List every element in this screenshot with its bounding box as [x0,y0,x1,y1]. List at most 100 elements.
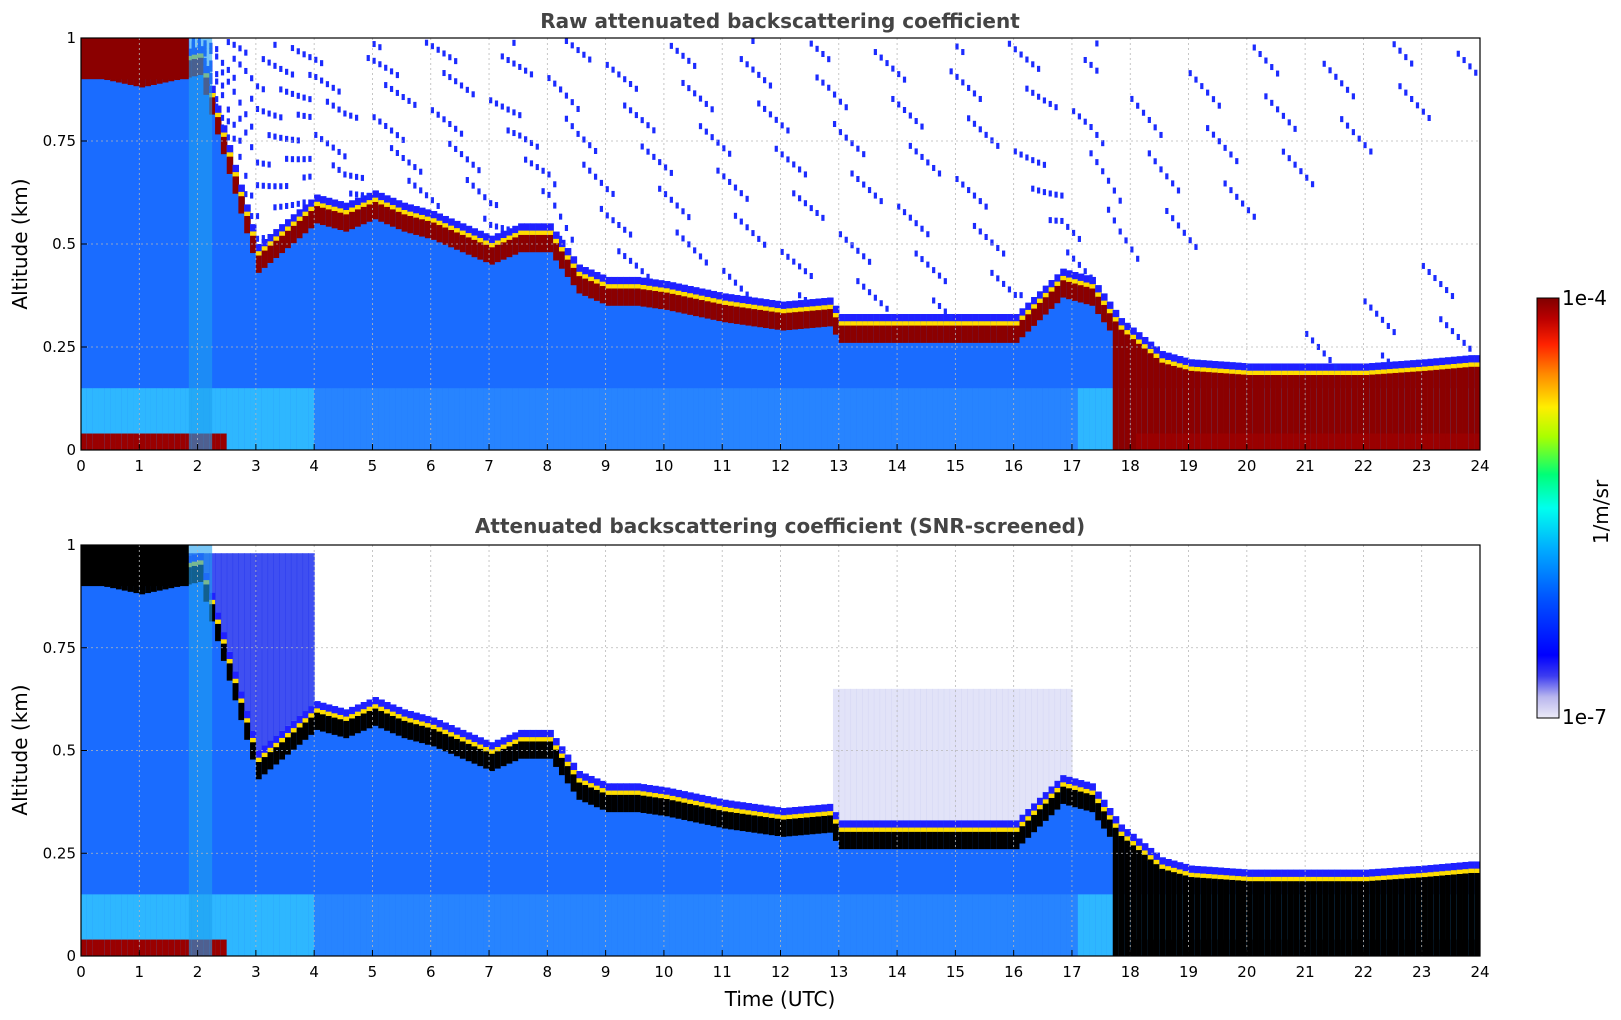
heatmap-cell [733,808,741,815]
heatmap-cell [1019,319,1026,338]
heatmap-cell [1071,785,1079,792]
heatmap-cell [623,288,630,306]
heatmap-cell [763,388,770,450]
heatmap-cell [763,299,770,450]
heatmap-cell [354,704,362,956]
heatmap-cell [967,187,971,194]
heatmap-cell [1054,191,1058,198]
heatmap-cell [1095,40,1099,47]
heatmap-cell [465,233,473,239]
heatmap-cell [319,196,327,205]
heatmap-cell [413,101,417,108]
heatmap-cell [547,894,554,956]
heatmap-cell [564,255,572,262]
heatmap-cell [1136,433,1143,450]
x-tick-label: 18 [1121,457,1140,475]
heatmap-cell [1060,786,1067,804]
heatmap-cell [681,791,688,800]
x-tick-label: 21 [1296,963,1315,981]
heatmap-cell [1019,826,1026,844]
heatmap-cell [832,91,837,98]
heatmap-cell [972,820,980,956]
heatmap-cell [1217,939,1225,956]
heatmap-cell [1013,894,1021,956]
heatmap-cell [879,388,887,450]
heatmap-cell [413,206,420,215]
heatmap-cell [238,196,245,214]
heatmap-cell [1369,374,1376,450]
heatmap-cell [582,773,589,783]
heatmap-cell [226,145,234,154]
x-tick-label: 11 [713,457,732,475]
heatmap-cell [780,248,784,255]
heatmap-cell [1450,939,1458,956]
heatmap-cell [832,812,840,956]
heatmap-cell [220,388,228,450]
y-axis-label-raw: Altitude (km) [8,178,32,309]
heatmap-cell [156,433,164,450]
heatmap-cell [401,210,409,216]
heatmap-cell [757,309,764,328]
heatmap-cell [757,298,764,308]
heatmap-cell [733,295,741,304]
heatmap-cell [838,231,843,238]
heatmap-cell [442,215,449,450]
heatmap-cell [314,56,318,63]
heatmap-cell [553,738,560,747]
heatmap-cell [751,66,755,73]
heatmap-cell [267,183,271,190]
heatmap-cell [914,831,921,850]
heatmap-cell [961,820,968,956]
heatmap-cell [442,722,449,956]
heatmap-cell [885,388,892,450]
heatmap-cell [1439,357,1446,367]
heatmap-cell [238,99,242,106]
heatmap-cell [215,939,222,956]
heatmap-cell [500,388,508,450]
x-tick-label: 12 [771,457,790,475]
heatmap-cell [867,827,875,834]
heatmap-cell [1007,388,1015,450]
heatmap-cell [343,894,350,956]
heatmap-cell [1334,370,1341,377]
heatmap-cell [1433,369,1440,450]
heatmap-cell [465,894,473,956]
heatmap-cell [1089,783,1096,956]
heatmap-cell [1299,168,1303,175]
heatmap-cell [873,820,881,830]
heatmap-cell [1287,869,1295,879]
heatmap-cell [1474,872,1480,956]
heatmap-cell [972,827,980,834]
heatmap-cell [471,161,475,168]
heatmap-cell [156,388,164,450]
heatmap-cell [232,388,239,450]
heatmap-cell [1450,368,1458,450]
heatmap-cell [483,388,490,450]
heatmap-cell [862,894,869,956]
heatmap-cell [623,388,630,450]
heatmap-cell [535,223,543,450]
heatmap-cell [768,307,776,314]
heatmap-cell [512,739,519,746]
heatmap-cell [1211,939,1219,956]
heatmap-cell [354,191,359,198]
heatmap-cell [774,807,782,956]
heatmap-cell [1328,356,1332,363]
heatmap-cell [809,272,813,279]
heatmap-cell [1357,375,1365,450]
heatmap-cell [990,269,994,276]
heatmap-cell [961,325,968,343]
heatmap-cell [512,388,519,450]
heatmap-cell [343,202,350,212]
heatmap-cell [926,261,930,268]
heatmap-cell [1031,297,1038,306]
heatmap-cell [1404,433,1411,450]
heatmap-cell [1147,433,1155,450]
heatmap-cell [1398,372,1405,450]
heatmap-cell [902,325,910,343]
heatmap-cell [978,126,982,133]
heatmap-cell [739,295,747,450]
heatmap-cell [378,192,385,450]
heatmap-cell [302,711,309,956]
heatmap-cell [1136,845,1143,852]
